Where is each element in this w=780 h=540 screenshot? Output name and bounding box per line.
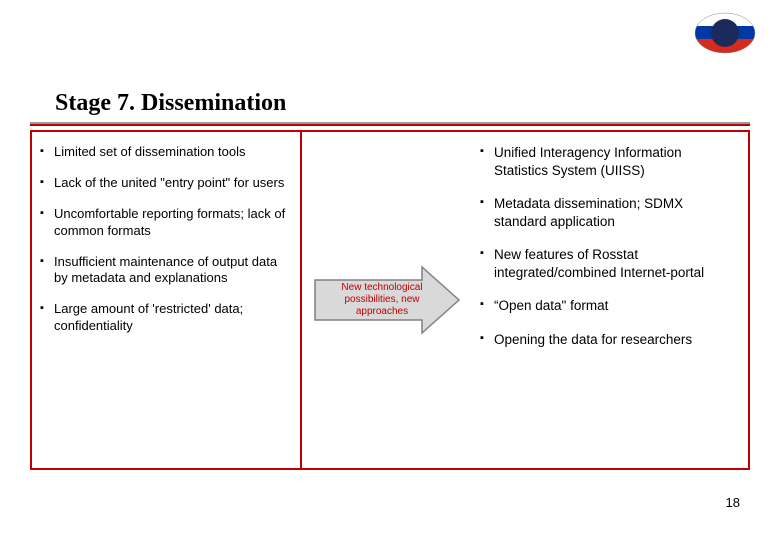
arrow-label: New technological possibilities, new app… (332, 282, 442, 318)
list-item: Metadata dissemination; SDMX standard ap… (480, 195, 738, 230)
list-item: Lack of the united "entry point" for use… (40, 175, 288, 192)
list-item: Opening the data for researchers (480, 331, 738, 349)
list-item: Large amount of 'restricted' data; confi… (40, 301, 288, 335)
title-underline (30, 122, 750, 126)
left-column: Limited set of dissemination tools Lack … (32, 132, 302, 468)
arrow: New technological possibilities, new app… (312, 265, 462, 335)
logo (690, 8, 760, 58)
slide-title: Stage 7. Dissemination (55, 90, 286, 117)
right-column: Unified Interagency Information Statisti… (472, 132, 748, 468)
problems-list: Limited set of dissemination tools Lack … (40, 144, 288, 335)
solutions-list: Unified Interagency Information Statisti… (480, 144, 738, 348)
list-item: Insufficient maintenance of output data … (40, 254, 288, 288)
list-item: Unified Interagency Information Statisti… (480, 144, 738, 179)
flow-container: Limited set of dissemination tools Lack … (30, 130, 750, 470)
list-item: New features of Rosstat integrated/combi… (480, 246, 738, 281)
list-item: Uncomfortable reporting formats; lack of… (40, 206, 288, 240)
list-item: Limited set of dissemination tools (40, 144, 288, 161)
list-item: “Open data" format (480, 297, 738, 315)
page-number: 18 (726, 495, 740, 510)
arrow-column: New technological possibilities, new app… (302, 132, 472, 468)
